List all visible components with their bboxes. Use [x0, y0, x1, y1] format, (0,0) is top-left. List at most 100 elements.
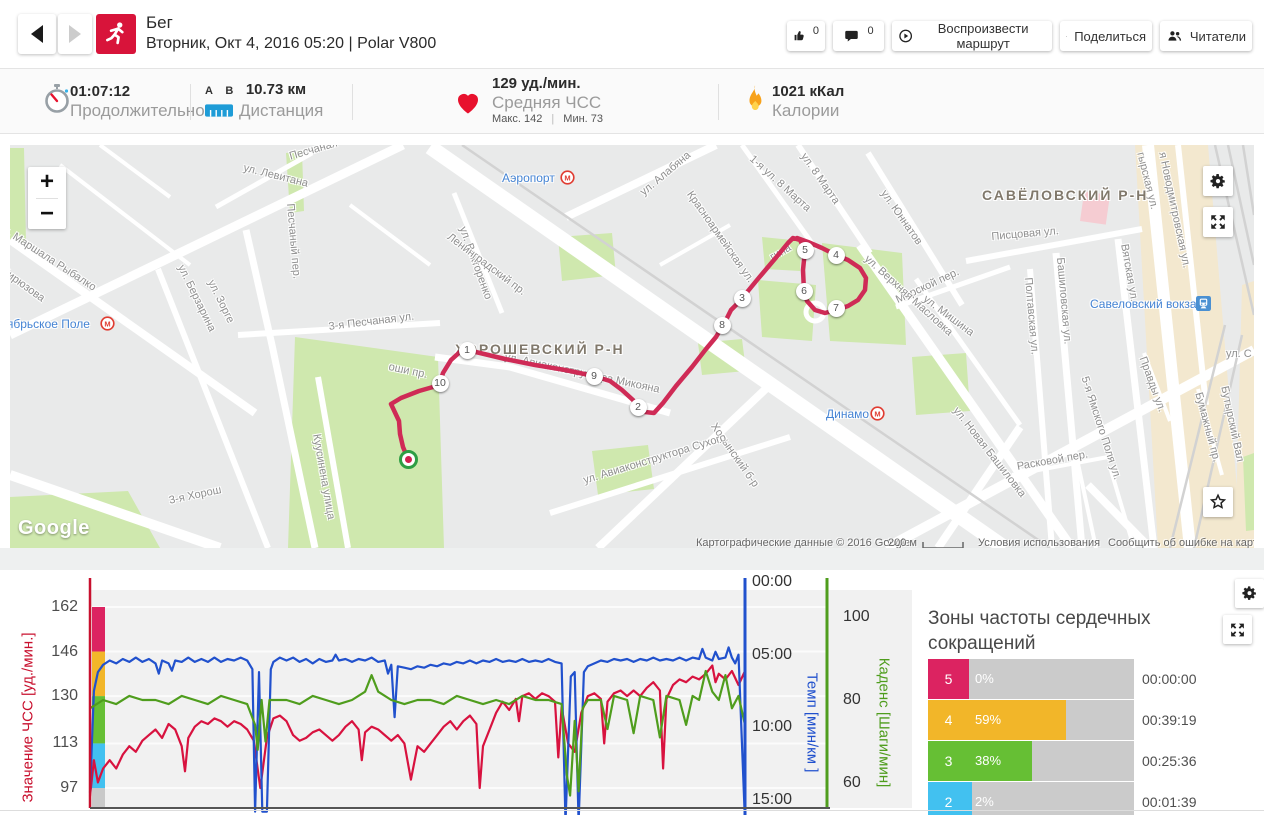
- min-hr: Мин. 73: [563, 113, 604, 125]
- replay-route-label: Воспроизвести маршрут: [937, 21, 1029, 51]
- zone-percent: 38%: [975, 753, 1002, 768]
- route-start-end-marker: [398, 449, 418, 469]
- map-district-label: ХОРОШЕВСКИЙ Р-Н: [455, 341, 625, 357]
- like-count: 0: [812, 25, 819, 37]
- map-terms-link[interactable]: Условия использования: [978, 537, 1101, 548]
- comments-button[interactable]: 0: [833, 21, 884, 51]
- stats-divider: [718, 84, 719, 120]
- stats-divider: [352, 84, 353, 120]
- hr-zone-row-3: 3 38% 00:25:36: [928, 741, 1258, 781]
- forward-arrow-icon: [69, 25, 81, 43]
- km-marker-5: 5: [796, 241, 814, 259]
- readers-button[interactable]: Читатели: [1160, 21, 1252, 51]
- map-scale-label: 200 м: [888, 537, 917, 548]
- calories-value: 1021 кКал: [772, 83, 845, 100]
- previous-session-button[interactable]: [18, 14, 56, 54]
- train-station-label: Савеловский вокзал: [1090, 297, 1204, 311]
- distance-label: Дистанция: [239, 101, 324, 120]
- replay-route-button[interactable]: Воспроизвести маршрут: [892, 21, 1052, 51]
- map-report-error-link[interactable]: Сообщить об ошибке на карте: [1108, 537, 1254, 548]
- map-favorite-button[interactable]: [1203, 487, 1233, 517]
- zone-time: 00:00:00: [1142, 671, 1197, 687]
- hr-tick: 146: [51, 642, 78, 660]
- zone-bar-fill: [969, 700, 1067, 740]
- zone-number: 5: [928, 659, 969, 699]
- km-marker-1: 1: [458, 341, 476, 359]
- hr-tick: 130: [51, 687, 78, 705]
- chart-fullscreen-button[interactable]: [1223, 615, 1252, 644]
- pace-tick: 00:00: [752, 573, 793, 590]
- play-icon: [898, 27, 913, 45]
- comment-bubble-icon: [843, 29, 860, 44]
- km-marker-2: 2: [629, 398, 647, 416]
- map-fullscreen-button[interactable]: [1203, 207, 1233, 237]
- cadence-tick: 100: [843, 608, 870, 625]
- zone-time: 00:39:19: [1142, 712, 1197, 728]
- km-marker-7: 7: [827, 299, 845, 317]
- zone-percent: 59%: [975, 712, 1002, 727]
- map-zoom-control: + −: [28, 167, 66, 229]
- pace-axis-title-wrap: Темп [мин/км ]: [800, 600, 824, 815]
- section-divider: [0, 548, 1264, 570]
- gear-icon: [1209, 172, 1227, 191]
- metro-station-label: ктябрьское Поле: [10, 317, 90, 331]
- km-marker-8: 8: [713, 316, 731, 334]
- hr-axis-title-wrap: Значение ЧСС [уд./мин.]: [16, 595, 40, 815]
- zone-number: 2: [928, 782, 969, 815]
- calories-label: Калории: [772, 101, 840, 120]
- zone-bar-track: 59%: [969, 700, 1134, 740]
- page-title: Бег: [146, 13, 173, 32]
- hr-tick: 97: [60, 779, 78, 796]
- stats-divider: [190, 84, 191, 120]
- hr-zones-title: Зоны частоты сердечных сокращений: [928, 608, 1151, 654]
- back-arrow-icon: [31, 25, 43, 43]
- summary-stats-bar: 01:07:12 Продолжительность A B 10.73 км …: [0, 69, 1264, 190]
- zone-percent: 0%: [975, 671, 994, 686]
- km-marker-6: 6: [795, 282, 813, 300]
- share-button[interactable]: Поделиться: [1060, 21, 1152, 51]
- map-district-label: САВЁЛОВСКИЙ Р-Н: [982, 187, 1149, 203]
- cadence-tick: 80: [843, 691, 861, 708]
- zone-bar-fill: [969, 741, 1032, 781]
- flame-icon: [749, 85, 762, 110]
- route-map[interactable]: ул. Левитана Песчаная ул. Алабяна Песчаный …: [10, 145, 1254, 548]
- comment-count: 0: [867, 25, 874, 37]
- heart-icon: [458, 93, 478, 114]
- pace-tick: 10:00: [752, 718, 793, 736]
- stopwatch-icon: [45, 84, 69, 113]
- zoom-in-button[interactable]: +: [28, 167, 66, 198]
- chart-settings-button[interactable]: [1235, 579, 1264, 608]
- avg-hr-value: 129 уд./мин.: [492, 75, 581, 92]
- km-marker-9: 9: [585, 367, 603, 385]
- zone-percent: 2%: [975, 794, 994, 809]
- metro-station-label: Аэропорт: [502, 171, 555, 185]
- zone-time: 00:25:36: [1142, 753, 1197, 769]
- readers-label: Читатели: [1189, 28, 1246, 44]
- hr-zone-row-4: 4 59% 00:39:19: [928, 700, 1258, 740]
- hr-zone-row-5: 5 0% 00:00:00: [928, 659, 1258, 699]
- zone-bar-track: 2%: [969, 782, 1134, 815]
- share-icon: [1066, 29, 1067, 44]
- route-overlay: [388, 235, 869, 462]
- route-b-label: B: [225, 85, 234, 97]
- header: Бег Вторник, Окт 4, 2016 05:20 | Polar V…: [0, 0, 1264, 69]
- gear-icon: [1241, 584, 1258, 603]
- like-button[interactable]: 0: [787, 21, 825, 51]
- distance-value: 10.73 км: [245, 81, 307, 98]
- expand-icon: [1209, 213, 1227, 231]
- zoom-out-button[interactable]: −: [28, 199, 66, 230]
- map-settings-button[interactable]: [1203, 166, 1233, 196]
- running-sport-icon: [96, 14, 136, 54]
- next-session-button[interactable]: [58, 14, 92, 54]
- zone-bar-fill: [969, 782, 973, 815]
- training-chart[interactable]: [0, 570, 1264, 815]
- duration-label: Продолжительность: [70, 101, 230, 120]
- hr-zone-row-2: 2 2% 00:01:39: [928, 782, 1258, 815]
- cadence-axis-title-wrap: Каденс [Шаги/мин]: [872, 600, 896, 815]
- hr-tick: 162: [51, 598, 78, 615]
- map-attribution: Картографические данные © 2016 Google: [696, 537, 911, 548]
- map-scale-bar: [922, 542, 964, 548]
- star-icon: [1209, 492, 1227, 512]
- duration-value: 01:07:12: [70, 83, 131, 100]
